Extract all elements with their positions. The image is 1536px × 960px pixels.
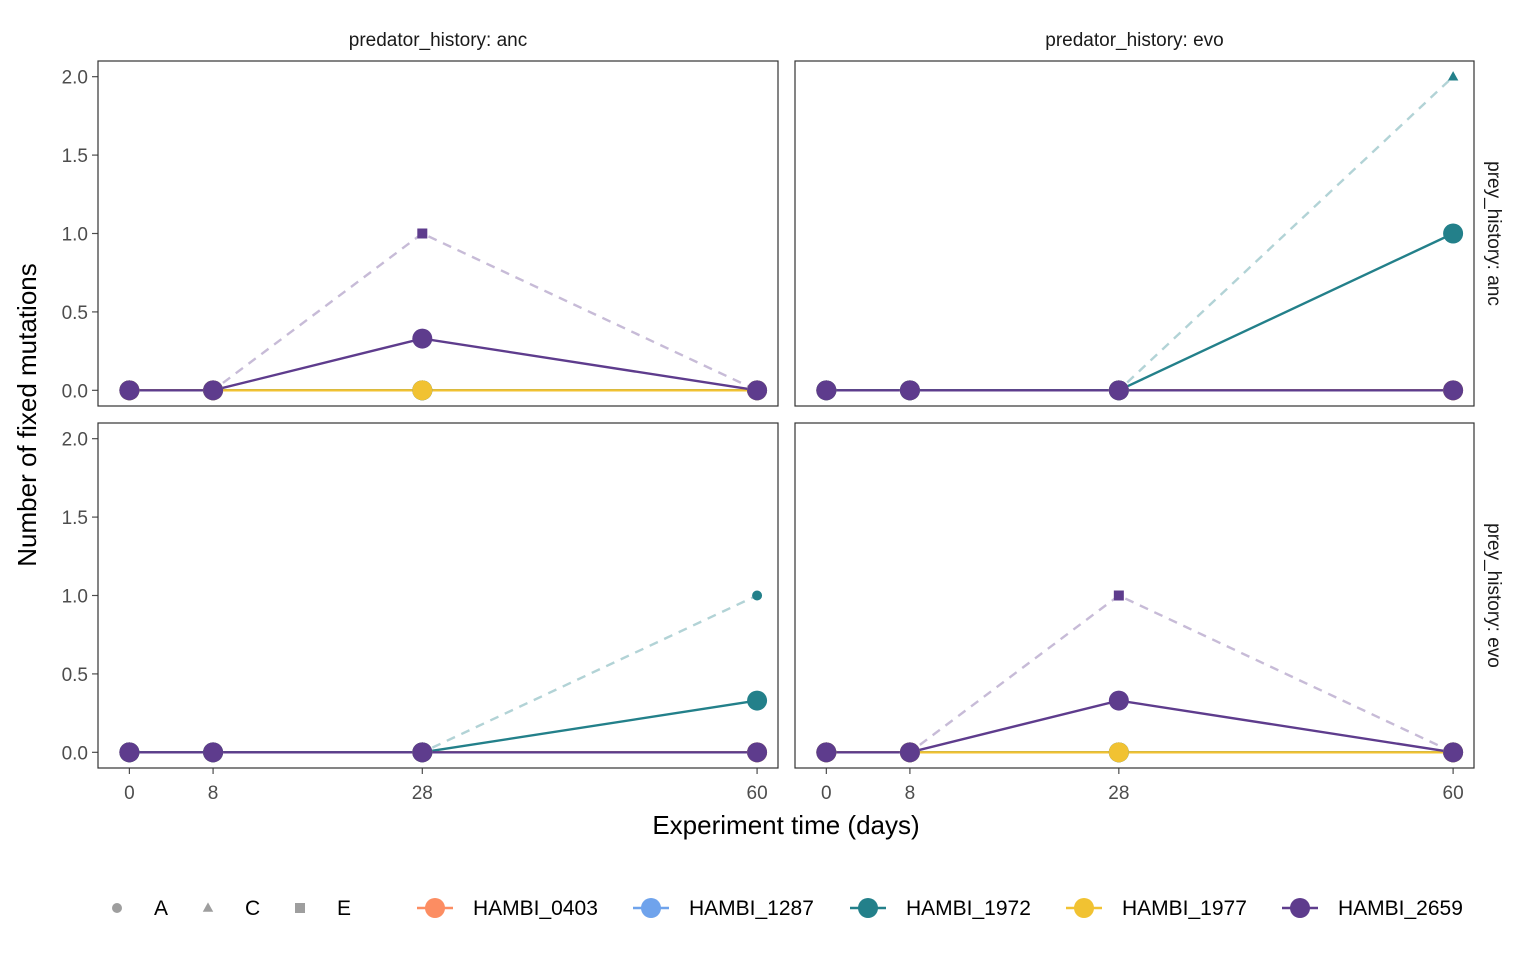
replicate-point [752,590,763,601]
mean-point [1443,223,1464,244]
mean-line [826,699,1454,754]
y-tick-label: 0.0 [62,743,88,764]
row-facet-label: prey_history: evo [1483,523,1504,668]
legend-color-label: HAMBI_1977 [1122,897,1247,920]
legend-color-label: HAMBI_0403 [473,897,598,920]
legend-shape-label: E [337,897,351,920]
x-tick-label: 8 [905,783,916,804]
panel-border [794,60,1475,407]
legend-shape-key [202,902,214,912]
x-tick-label: 60 [747,783,768,804]
replicate-line [826,594,1454,754]
facet-panel [97,422,779,769]
panel-plot-area [119,590,768,763]
mean-point [1443,380,1464,401]
y-tick-label: 2.0 [62,430,88,451]
y-tick-label: 1.0 [62,225,88,246]
mean-point [816,742,837,763]
y-tick-label: 0.5 [62,665,88,686]
panel-plot-area [119,228,768,401]
y-axis-title: Number of fixed mutations [12,263,42,566]
mean-point [747,690,768,711]
legend-color-dot [1074,898,1094,918]
mean-point [899,380,920,401]
legend-color-label: HAMBI_1972 [906,897,1031,920]
replicate-point [417,228,428,239]
facet-panel [97,60,779,407]
x-tick-label: 60 [1443,783,1464,804]
mean-point [1443,742,1464,763]
y-tick-label: 1.0 [62,587,88,608]
replicate-point [1113,590,1124,601]
panels-layer: predator_history: anc predator_history: e… [62,30,1504,804]
replicate-line [129,232,758,392]
row-facet-label: prey_history: anc [1483,161,1504,306]
panel-border [794,422,1475,769]
mean-point [203,742,224,763]
mean-point [1108,690,1129,711]
panel-plot-area [816,71,1464,401]
facet-panel [794,60,1475,407]
x-axis-title: Experiment time (days) [652,810,919,840]
mean-point [1108,380,1129,401]
legend-color-label: HAMBI_2659 [1338,897,1463,920]
y-tick-label: 0.5 [62,303,88,324]
legend-shape-key [112,903,122,913]
col-facet-label: predator_history: anc [349,30,528,51]
legend-color-dot [425,898,445,918]
x-tick-label: 0 [124,783,135,804]
mean-point [747,742,768,763]
mean-point [1108,742,1129,763]
legend-color-label: HAMBI_1287 [689,897,814,920]
x-tick-label: 28 [1108,783,1129,804]
mean-point [412,380,433,401]
mean-point [203,380,224,401]
y-tick-label: 1.5 [62,146,88,167]
legend-shape-label: A [154,897,168,920]
mean-point [816,380,837,401]
legend-color-dot [641,898,661,918]
panel-plot-area [816,590,1464,763]
legend-color-dot [1290,898,1310,918]
mean-point [119,742,140,763]
mean-point [412,328,433,349]
legend-shape-label: C [245,897,260,920]
mean-point [412,742,433,763]
legend-shape-key [295,903,305,913]
legend: A C E HAMBI_0403 HAMBI_1287 HAMBI_1972 HAMBI_1… [112,897,1463,920]
legend-color-dot [858,898,878,918]
facet-panel [794,422,1475,769]
replicate-point [1447,71,1459,81]
col-facet-label: predator_history: evo [1045,30,1224,51]
mean-point [747,380,768,401]
panel-border [97,422,779,769]
mean-point [899,742,920,763]
y-tick-label: 1.5 [62,508,88,529]
mean-line [129,337,758,392]
panel-border [97,60,779,407]
x-tick-label: 8 [208,783,219,804]
x-tick-label: 28 [412,783,433,804]
x-tick-label: 0 [821,783,832,804]
y-tick-label: 2.0 [62,68,88,89]
y-tick-label: 0.0 [62,381,88,402]
mean-point [119,380,140,401]
